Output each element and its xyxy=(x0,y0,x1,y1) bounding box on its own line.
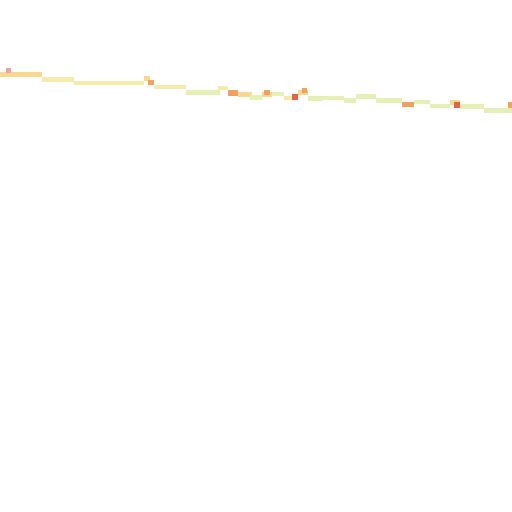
heat-cell xyxy=(114,81,144,85)
heat-cell xyxy=(0,72,42,77)
heat-cell xyxy=(42,77,74,82)
heat-cell xyxy=(356,94,376,99)
heat-cell xyxy=(148,80,154,85)
heat-cell xyxy=(508,102,512,108)
heatmap-trace xyxy=(0,68,512,113)
heat-cell xyxy=(154,85,186,89)
heat-cell xyxy=(284,96,294,100)
heat-cell xyxy=(302,88,307,93)
heat-cell xyxy=(376,98,402,103)
heat-cell xyxy=(6,68,11,73)
heat-cell xyxy=(144,76,150,81)
heat-cell xyxy=(454,102,460,108)
heat-cell xyxy=(250,95,262,100)
heat-cell xyxy=(308,96,322,101)
heat-cell xyxy=(228,90,238,96)
heat-cell xyxy=(430,104,450,108)
heat-cell xyxy=(460,104,484,109)
heat-cell xyxy=(218,86,228,90)
heat-cell xyxy=(186,90,220,95)
heat-cell xyxy=(292,94,298,100)
heat-cell xyxy=(272,92,284,96)
heat-cell xyxy=(322,96,344,100)
heat-cell xyxy=(238,92,252,97)
heat-cell xyxy=(264,90,270,95)
heat-cell xyxy=(484,108,512,113)
heat-cell xyxy=(30,73,36,77)
heat-cell xyxy=(74,81,114,85)
heat-cell xyxy=(414,100,430,104)
heat-cell xyxy=(402,102,414,107)
heat-cell xyxy=(344,98,356,103)
